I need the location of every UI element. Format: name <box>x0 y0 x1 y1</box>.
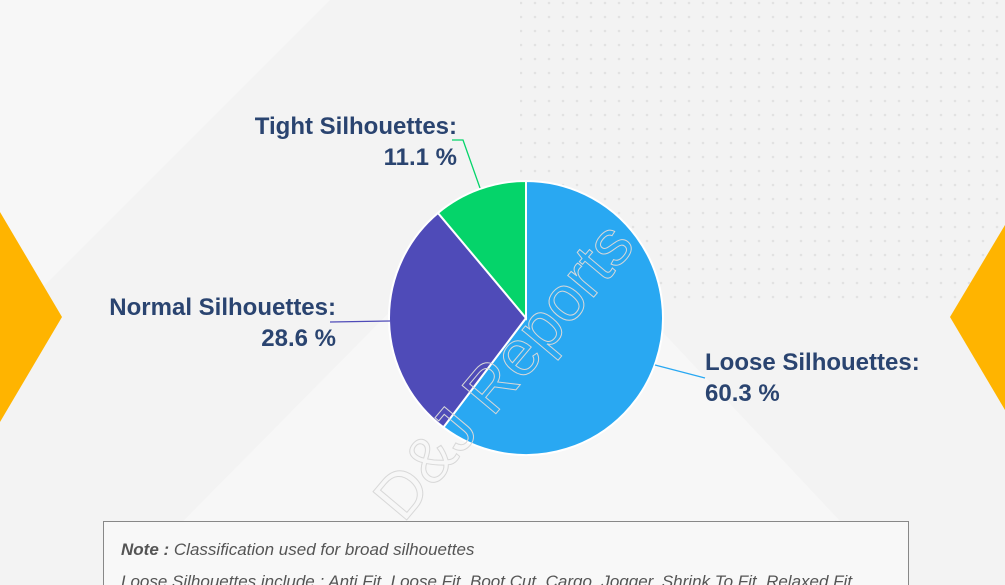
slice-value: 60.3 % <box>705 380 780 407</box>
leader-line <box>452 139 481 189</box>
leader-line <box>329 320 391 323</box>
pie-slice <box>441 179 664 456</box>
note-label: Note : <box>121 540 169 559</box>
note-box <box>103 521 909 585</box>
pie-slice <box>436 179 527 321</box>
slice-value: 28.6 % <box>261 325 336 352</box>
pie <box>388 179 664 456</box>
left-accent <box>0 212 62 422</box>
note-text: Classification used for broad silhouette… <box>174 540 475 559</box>
slice-label: Tight Silhouettes: <box>255 113 457 140</box>
note-line: Note : Classification used for broad sil… <box>121 540 475 559</box>
bg-shape <box>0 0 330 330</box>
slice-label: Normal Silhouettes: <box>109 294 336 321</box>
leader-line <box>654 364 706 379</box>
labels: Loose Silhouettes: 60.3 % Normal Silhouett… <box>109 113 919 407</box>
slice-value: 11.1 % <box>384 144 457 171</box>
right-accent <box>950 225 1005 410</box>
note-line-2: Loose Silhouettes include : Anti Fit, Lo… <box>121 572 853 585</box>
slice-label: Loose Silhouettes: <box>705 349 920 376</box>
